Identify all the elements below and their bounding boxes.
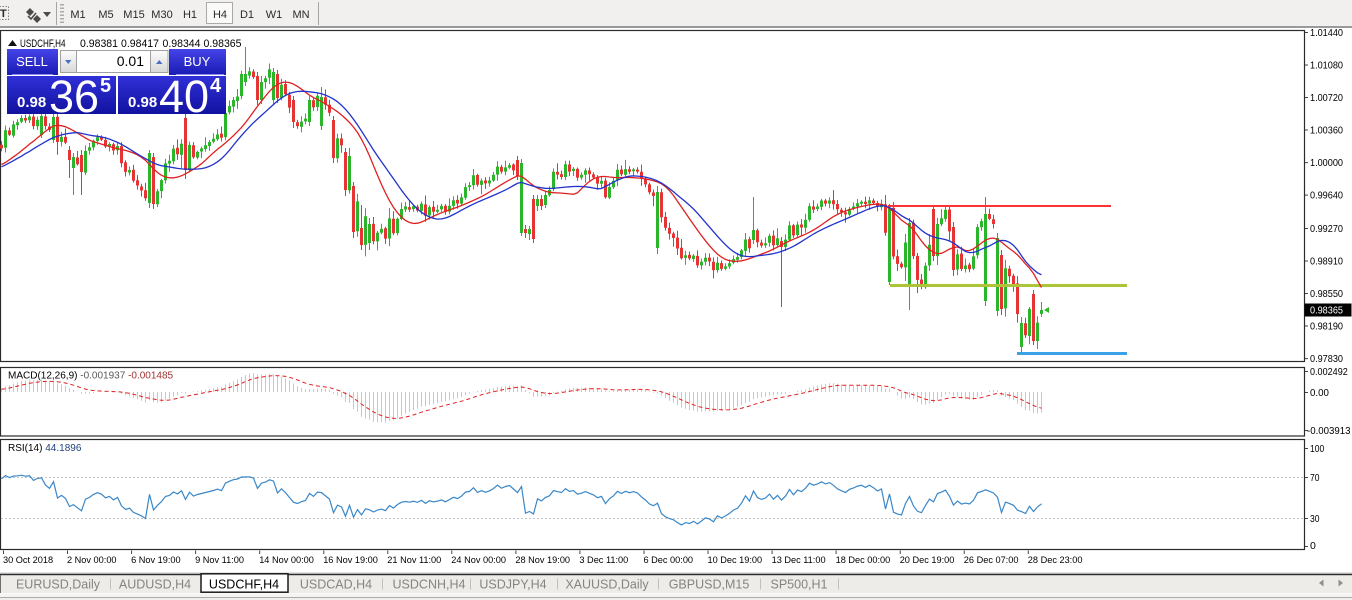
svg-text:USDCNH,H4: USDCNH,H4: [393, 578, 466, 592]
svg-text:0.98550: 0.98550: [1310, 288, 1343, 300]
svg-text:0.98417: 0.98417: [121, 38, 159, 50]
svg-text:GBPUSD,M15: GBPUSD,M15: [669, 578, 750, 592]
svg-text:0.99270: 0.99270: [1310, 223, 1343, 235]
svg-text:1.00720: 1.00720: [1310, 92, 1343, 104]
svg-text:M1: M1: [70, 9, 85, 21]
svg-text:13 Dec 11:00: 13 Dec 11:00: [772, 555, 826, 565]
svg-text:6 Dec 00:00: 6 Dec 00:00: [644, 555, 694, 565]
svg-text:3 Dec 11:00: 3 Dec 11:00: [579, 555, 628, 565]
svg-text:70: 70: [1310, 472, 1320, 484]
svg-text:BUY: BUY: [184, 54, 211, 69]
svg-text:-0.003913: -0.003913: [1307, 425, 1351, 437]
svg-text:RSI(14) 44.1896: RSI(14) 44.1896: [8, 443, 82, 454]
svg-text:XAUUSD,Daily: XAUUSD,Daily: [565, 578, 649, 592]
svg-text:26 Dec 07:00: 26 Dec 07:00: [964, 555, 1019, 565]
svg-text:28 Dec 23:00: 28 Dec 23:00: [1028, 555, 1083, 565]
svg-text:0.01: 0.01: [117, 53, 144, 69]
svg-text:6 Nov 19:00: 6 Nov 19:00: [131, 555, 181, 565]
svg-text:24 Nov 00:00: 24 Nov 00:00: [451, 555, 506, 565]
svg-text:0.98365: 0.98365: [204, 38, 242, 50]
svg-text:USDCHF,H4: USDCHF,H4: [209, 578, 279, 592]
svg-text:0.002492: 0.002492: [1310, 366, 1348, 378]
svg-text:1.00000: 1.00000: [1310, 157, 1343, 169]
svg-text:0.98190: 0.98190: [1310, 321, 1343, 333]
svg-text:SELL: SELL: [16, 54, 48, 69]
svg-text:14 Nov 00:00: 14 Nov 00:00: [259, 555, 314, 565]
svg-text:1.00360: 1.00360: [1310, 125, 1343, 137]
svg-text:0: 0: [1310, 540, 1316, 552]
svg-text:MN: MN: [292, 9, 309, 21]
svg-text:0.99640: 0.99640: [1310, 190, 1343, 202]
svg-text:AUDUSD,H4: AUDUSD,H4: [119, 578, 191, 592]
svg-text:0.98: 0.98: [17, 94, 46, 111]
svg-text:0.98910: 0.98910: [1310, 256, 1343, 268]
svg-text:30 Oct 2018: 30 Oct 2018: [3, 555, 53, 565]
svg-text:9 Nov 11:00: 9 Nov 11:00: [195, 555, 244, 565]
svg-text:M15: M15: [123, 9, 144, 21]
svg-text:W1: W1: [266, 9, 283, 21]
svg-text:0.00: 0.00: [1310, 387, 1329, 399]
svg-text:0.98365: 0.98365: [1310, 305, 1343, 317]
svg-text:36: 36: [49, 71, 99, 122]
svg-text:1.01080: 1.01080: [1310, 60, 1343, 72]
svg-text:5: 5: [100, 75, 111, 97]
svg-text:28 Nov 19:00: 28 Nov 19:00: [515, 555, 570, 565]
svg-text:1.01440: 1.01440: [1310, 27, 1343, 39]
svg-text:10 Dec 19:00: 10 Dec 19:00: [708, 555, 763, 565]
svg-text:H1: H1: [183, 9, 197, 21]
svg-text:0.98344: 0.98344: [163, 38, 201, 50]
svg-text:2 Nov 00:00: 2 Nov 00:00: [67, 555, 117, 565]
svg-text:20 Dec 19:00: 20 Dec 19:00: [900, 555, 955, 565]
svg-text:USDJPY,H4: USDJPY,H4: [479, 578, 546, 592]
svg-text:H4: H4: [213, 9, 227, 21]
svg-text:MACD(12,26,9) -0.001937 -0.001: MACD(12,26,9) -0.001937 -0.001485: [8, 371, 174, 382]
svg-text:M30: M30: [151, 9, 172, 21]
svg-text:16 Nov 19:00: 16 Nov 19:00: [323, 555, 378, 565]
svg-text:EURUSD,Daily: EURUSD,Daily: [16, 578, 101, 592]
svg-text:0.97830: 0.97830: [1310, 353, 1343, 365]
svg-text:M5: M5: [98, 9, 113, 21]
svg-text:USDCHF,H4: USDCHF,H4: [20, 38, 66, 50]
svg-text:D1: D1: [240, 9, 254, 21]
svg-text:4: 4: [210, 75, 222, 97]
svg-text:30: 30: [1310, 513, 1320, 525]
svg-text:0.98381: 0.98381: [80, 38, 118, 50]
svg-text:21 Nov 11:00: 21 Nov 11:00: [387, 555, 441, 565]
svg-text:0.98: 0.98: [128, 94, 157, 111]
svg-text:USDCAD,H4: USDCAD,H4: [300, 578, 372, 592]
svg-text:SP500,H1: SP500,H1: [771, 578, 828, 592]
svg-text:T: T: [0, 8, 7, 20]
svg-text:18 Dec 00:00: 18 Dec 00:00: [836, 555, 891, 565]
svg-text:100: 100: [1310, 443, 1324, 455]
svg-text:40: 40: [159, 71, 209, 122]
